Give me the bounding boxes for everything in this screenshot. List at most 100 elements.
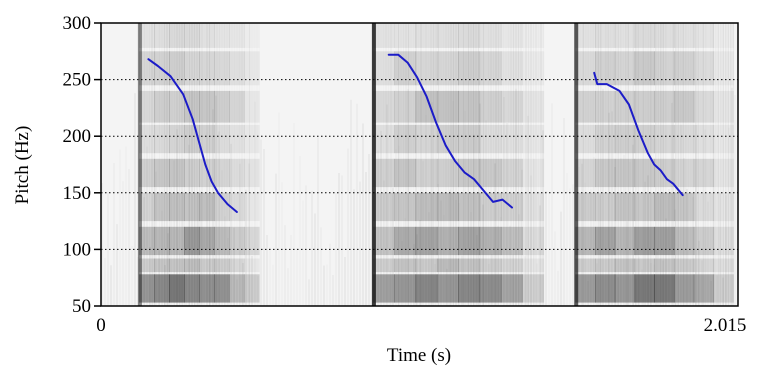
spectrogram-formant-band — [634, 258, 655, 273]
spectrogram-striation — [702, 23, 704, 306]
spectrogram-striation — [430, 23, 432, 306]
spectrogram-noise-column — [545, 191, 547, 306]
spectrogram-formant-band — [634, 226, 655, 256]
spectrogram-formant-band — [575, 192, 596, 222]
spectrogram-striation — [159, 23, 160, 306]
spectrogram-formant-band — [674, 192, 695, 222]
spectrogram-noise-column — [494, 163, 496, 306]
spectrogram-noise-column — [317, 138, 319, 306]
spectrogram-striation — [460, 23, 461, 306]
spectrogram-noise-column — [542, 130, 544, 306]
spectrogram-noise-column — [233, 227, 235, 306]
spectrogram-striation — [500, 23, 501, 306]
spectrogram-striation — [420, 23, 422, 306]
spectrogram-formant-band — [479, 51, 502, 86]
spectrogram-striation — [730, 23, 732, 306]
spectrogram-noise-column — [350, 100, 352, 306]
spectrogram-noise-column — [287, 268, 289, 306]
spectrogram-formant-band — [479, 274, 502, 303]
spectrogram-formant-band — [614, 274, 636, 303]
spectrogram-striation — [672, 23, 674, 306]
spectrogram-noise-column — [335, 193, 337, 306]
spectrogram-noise-column — [305, 185, 307, 306]
spectrogram-striation — [435, 23, 436, 306]
spectrogram-striation — [470, 23, 472, 306]
spectrogram-formant-band — [154, 258, 170, 273]
spectrogram-striation — [585, 23, 586, 306]
spectrogram-formant-band — [214, 23, 230, 48]
spectrogram-striation — [428, 23, 429, 306]
spectrogram-formant-band — [229, 192, 245, 222]
spectrogram-formant-band — [184, 51, 200, 86]
spectrogram-formant-band — [415, 192, 438, 222]
spectrogram-noise-column — [329, 244, 331, 306]
spectrogram-formant-band — [199, 274, 215, 303]
y-tick-label-50: 50 — [72, 296, 91, 317]
spectrogram-striation — [393, 23, 394, 306]
spectrogram-formant-band — [372, 23, 395, 48]
spectrogram-formant-band — [634, 23, 655, 48]
spectrogram-noise-column — [278, 112, 280, 306]
spectrogram-striation — [383, 23, 384, 306]
spectrogram-noise-column — [347, 149, 349, 306]
spectrogram-noise-column — [113, 163, 115, 306]
spectrogram-noise-column — [341, 175, 343, 306]
spectrogram-formant-band — [394, 124, 417, 154]
spectrogram-noise-column — [242, 263, 244, 306]
x-tick-label-end: 2.015 — [704, 315, 747, 336]
spectrogram-striation — [443, 23, 444, 306]
spectrogram-formant-band — [595, 51, 616, 86]
spectrogram-formant-band — [436, 192, 459, 222]
spectrogram-formant-band — [614, 23, 636, 48]
spectrogram-formant-band — [184, 23, 200, 48]
spectrogram-striation — [615, 23, 616, 306]
spectrogram-striation — [682, 23, 684, 306]
spectrogram-formant-band — [654, 258, 675, 273]
spectrogram-noise-column — [104, 258, 106, 306]
spectrogram-formant-band — [693, 124, 715, 154]
spectrogram-formant-band — [169, 51, 185, 86]
spectrogram-formant-band — [199, 51, 215, 86]
spectrogram-striation — [515, 23, 517, 306]
spectrogram-striation — [580, 23, 581, 306]
spectrogram-noise-column — [209, 226, 211, 306]
spectrogram-formant-band — [595, 158, 616, 188]
spectrogram-formant-band — [394, 258, 417, 273]
spectrogram-striation — [211, 23, 212, 306]
spectrogram-formant-band — [500, 158, 523, 188]
spectrogram-striation — [395, 23, 396, 306]
spectrogram-formant-band — [169, 23, 185, 48]
spectrogram-formant-band — [184, 158, 200, 188]
spectrogram-striation — [440, 23, 441, 306]
spectrogram-formant-band — [436, 23, 459, 48]
spectrogram-noise-column — [119, 150, 121, 306]
spectrogram-noise-column — [647, 175, 649, 306]
spectrogram-onset — [574, 23, 579, 306]
spectrogram-striation — [613, 23, 614, 306]
spectrogram-formant-band — [214, 90, 230, 123]
spectrogram-striation — [538, 23, 539, 306]
spectrogram-formant-band — [458, 274, 481, 303]
spectrogram-noise-column — [245, 189, 247, 306]
spectrogram-formant-band — [415, 23, 438, 48]
spectrogram-formant-band — [614, 158, 636, 188]
spectrogram-formant-band — [479, 90, 502, 123]
spectrogram-striation — [627, 23, 629, 306]
spectrogram-striation — [505, 23, 506, 306]
spectrogram-striation — [705, 23, 706, 306]
spectrogram-striation — [403, 23, 404, 306]
spectrogram-formant-band — [138, 124, 155, 154]
spectrogram-striation — [488, 23, 489, 306]
spectrogram-formant-band — [500, 51, 523, 86]
spectrogram-formant-band — [184, 274, 200, 303]
spectrogram-formant-band — [458, 192, 481, 222]
spectrogram-formant-band — [595, 90, 616, 123]
spectrogram-striation — [181, 23, 183, 306]
spectrogram-formant-band — [458, 51, 481, 86]
spectrogram-formant-band — [184, 90, 200, 123]
spectrogram-striation — [259, 23, 260, 306]
y-tick-label-100: 100 — [63, 239, 92, 260]
spectrogram-striation — [186, 23, 187, 306]
spectrogram-striation — [400, 23, 401, 306]
spectrogram-noise-column — [302, 200, 304, 306]
